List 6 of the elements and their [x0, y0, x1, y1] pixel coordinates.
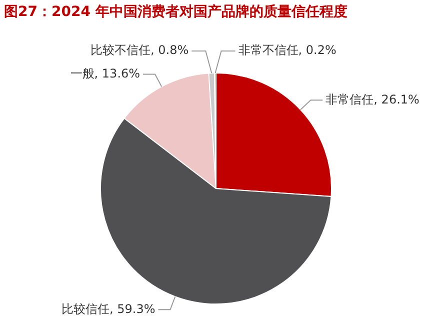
- slice-label: 一般, 13.6%: [70, 66, 140, 80]
- slice-label: 非常信任, 26.1%: [326, 92, 420, 106]
- slice-label: 非常不信任, 0.2%: [238, 43, 336, 58]
- slice-label: 比较不信任, 0.8%: [90, 43, 189, 58]
- chart-title: 图27：2024 年中国消费者对国产品牌的质量信任程度: [3, 2, 348, 22]
- slice-label: 比较信任, 59.3%: [61, 302, 156, 316]
